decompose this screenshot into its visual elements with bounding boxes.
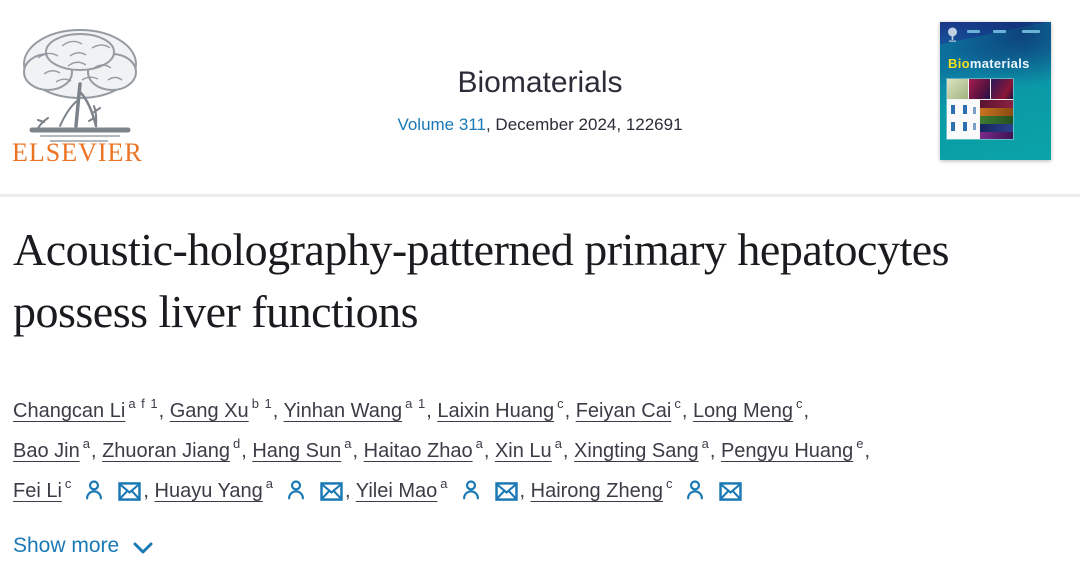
author-superscript: a — [82, 436, 91, 451]
show-more-button[interactable]: Show more — [13, 534, 153, 558]
author-link[interactable]: Bao Jin — [13, 440, 80, 462]
author-separator: , — [562, 440, 575, 462]
author: Hang Sun a, — [252, 436, 364, 462]
author-superscript: a — [344, 436, 353, 451]
author-link[interactable]: Laixin Huang — [437, 400, 555, 422]
author-separator: , — [158, 400, 170, 422]
envelope-icon[interactable] — [494, 482, 518, 501]
author-link[interactable]: Fei Li — [13, 480, 62, 502]
cover-figure-collage — [947, 79, 1013, 139]
author: Huayu Yang a, — [154, 476, 356, 502]
author-superscript: a — [554, 436, 563, 451]
author-link[interactable]: Hang Sun — [252, 440, 342, 462]
author-link[interactable]: Feiyan Cai — [575, 400, 672, 422]
author-separator: , — [483, 440, 495, 462]
author-link[interactable]: Zhuoran Jiang — [102, 440, 230, 462]
author: Fei Li c, — [13, 476, 155, 502]
person-icon[interactable] — [460, 479, 482, 501]
author: Bao Jin a, — [13, 436, 103, 462]
issue-date-text: , December 2024, 122691 — [485, 115, 683, 134]
person-icon[interactable] — [684, 479, 706, 501]
volume-link[interactable]: Volume 311 — [397, 115, 486, 134]
author-row: Bao Jin a, Zhuoran Jiang d, Hang Sun a, Hai… — [13, 424, 1068, 464]
cover-journal-title: Biomaterials — [948, 56, 1030, 71]
author-superscript: c — [665, 476, 674, 491]
cover-meta-text — [993, 30, 1006, 33]
author: Feiyan Cai c, — [575, 396, 693, 422]
author-link[interactable]: Yilei Mao — [355, 480, 438, 502]
cover-meta-text — [967, 30, 980, 33]
elsevier-tree-logo-icon[interactable] — [10, 22, 150, 170]
author: Pengyu Huang e, — [720, 436, 871, 462]
author-superscript: a — [701, 436, 710, 451]
cover-elsevier-mini-logo-icon — [948, 27, 957, 42]
author-separator: , — [681, 400, 693, 422]
journal-title-link[interactable]: Biomaterials — [457, 66, 623, 99]
author: Haitao Zhao a, — [363, 436, 495, 462]
person-icon[interactable] — [83, 479, 105, 501]
author-link[interactable]: Haitao Zhao — [363, 440, 473, 462]
author-link[interactable]: Gang Xu — [169, 400, 249, 422]
author: Zhuoran Jiang d, — [102, 436, 253, 462]
author-superscript: a — [440, 476, 449, 491]
person-icon[interactable] — [285, 479, 307, 501]
author-link[interactable]: Xingting Sang — [574, 440, 699, 462]
author-superscript: c — [557, 396, 565, 411]
chevron-down-icon — [133, 542, 153, 554]
author-separator: , — [241, 440, 253, 462]
article-title: Acoustic-holography-patterned primary he… — [13, 224, 950, 337]
author-superscript: b 1 — [251, 396, 273, 411]
journal-cover-thumbnail[interactable]: Biomaterials — [940, 22, 1051, 160]
journal-banner: ELSEVIER Biomaterials Volume 311, Decemb… — [0, 0, 1080, 195]
author-link[interactable]: Changcan Li — [13, 400, 126, 422]
author-link[interactable]: Hairong Zheng — [530, 480, 663, 502]
author-separator: , — [564, 400, 576, 422]
section-divider — [0, 194, 1080, 197]
author-separator: , — [803, 400, 810, 422]
author-link[interactable]: Long Meng — [692, 400, 794, 422]
author-separator: , — [90, 440, 103, 462]
author-separator: , — [709, 440, 721, 462]
author-link[interactable]: Yinhan Wang — [283, 400, 403, 422]
author-separator: , — [519, 480, 531, 502]
author-list: Changcan Li a f 1, Gang Xu b 1, Yinhan Wan… — [13, 384, 1068, 504]
author: Laixin Huang c, — [437, 396, 576, 422]
cover-meta-text — [1022, 30, 1040, 33]
author-superscript: a f 1 — [128, 396, 159, 411]
author-superscript: e — [856, 436, 865, 451]
author: Yinhan Wang a 1, — [283, 396, 438, 422]
elsevier-wordmark[interactable]: ELSEVIER — [12, 138, 143, 167]
author-superscript: a — [475, 436, 484, 451]
author-separator: , — [272, 400, 284, 422]
author: Changcan Li a f 1, — [13, 396, 170, 422]
author-row: Fei Li c, Huayu Yang a, Yilei Mao a, Hairon… — [13, 464, 1068, 504]
journal-issue-line: Volume 311, December 2024, 122691 — [0, 115, 1080, 135]
author-separator: , — [352, 440, 364, 462]
author: Hairong Zheng c — [530, 476, 745, 502]
author-superscript: d — [232, 436, 242, 451]
author-link[interactable]: Pengyu Huang — [720, 440, 854, 462]
author: Xin Lu a, — [494, 436, 575, 462]
author-superscript: c — [796, 396, 804, 411]
author: Long Meng c, — [692, 396, 810, 422]
envelope-icon[interactable] — [719, 482, 743, 501]
author: Yilei Mao a, — [355, 476, 531, 502]
author-link[interactable]: Xin Lu — [494, 440, 552, 462]
author-link[interactable]: Huayu Yang — [154, 480, 263, 502]
author-separator: , — [143, 480, 155, 502]
show-more-label: Show more — [13, 534, 120, 557]
author-row: Changcan Li a f 1, Gang Xu b 1, Yinhan Wan… — [13, 384, 1068, 424]
envelope-icon[interactable] — [118, 482, 142, 501]
author-superscript: a 1 — [405, 396, 427, 411]
author-separator: , — [864, 440, 871, 462]
author-separator: , — [345, 480, 356, 502]
envelope-icon[interactable] — [320, 482, 343, 501]
author: Xingting Sang a, — [574, 436, 721, 462]
author-superscript: a — [265, 476, 274, 491]
author-separator: , — [426, 400, 438, 422]
author-superscript: c — [64, 476, 73, 491]
author-superscript: c — [674, 396, 682, 411]
author: Gang Xu b 1, — [169, 396, 284, 422]
